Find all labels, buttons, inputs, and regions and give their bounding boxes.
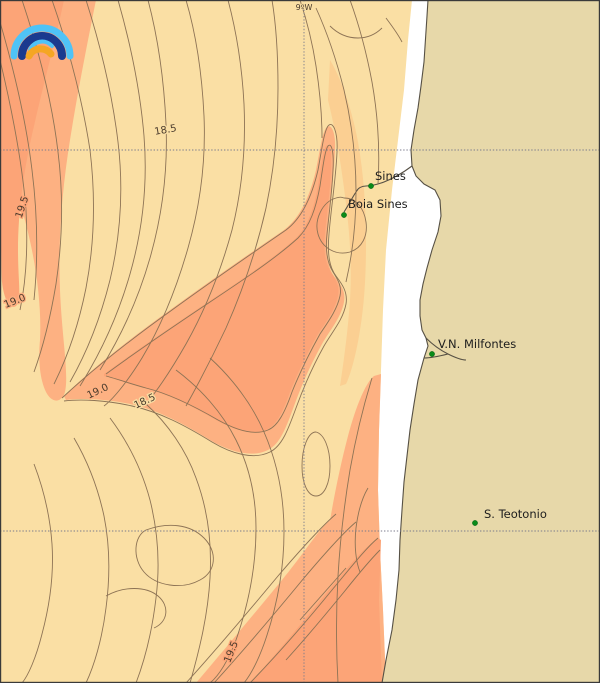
marker-dot-boia-sines[interactable] [341,212,347,218]
contour-line [185,513,337,683]
contour-line [354,487,369,573]
contour-line [315,7,357,283]
ocean-band-19-5-west [0,0,64,307]
contour-line [175,369,257,683]
marker-dot-vn-milfontes[interactable] [429,351,435,357]
coastline [381,0,442,683]
contour-line-boia-sines [316,196,367,254]
contour-line [0,59,28,311]
contour-label: 18.5 [154,123,178,138]
contour-line [21,463,53,683]
place-label-boia-sines: Boia Sines [348,197,408,211]
contour-line [135,524,214,586]
longitude-label-9w: 9ºW [296,3,313,12]
contour-line [301,431,331,497]
place-label-vn-milfontes: V.N. Milfontes [438,337,516,351]
place-label-s-teotonio: S. Teotonio [484,507,547,521]
ocean-band-mid-coast [328,60,366,386]
contour-line [0,21,38,301]
contour-line [336,377,373,683]
contour-line [73,437,110,683]
coast-detail-sines [343,165,413,213]
contour-line [109,417,159,683]
logo-arc-inner-orange [25,45,55,60]
place-markers[interactable]: Sines Boia Sines V.N. Milfontes S. Teoto… [341,169,547,526]
contour-line [209,357,285,683]
contour-line [145,0,245,405]
ocean-band-19-5-plume [104,145,339,433]
place-label-sines: Sines [375,169,406,183]
contour-line [61,124,347,457]
contour-line [349,0,380,185]
contour-line [185,0,279,407]
contour-line [51,0,94,385]
marker-dot-s-teotonio[interactable] [472,520,478,526]
contour-line [99,0,167,371]
contour-line [385,17,403,43]
land-mass [382,0,600,683]
contour-line [105,144,341,433]
contour-line [69,0,122,383]
logo-arc-inner-light-blue [28,39,54,52]
contour-line [103,0,205,407]
logo-arc-outer-light-blue [10,24,74,60]
contour-line [249,537,379,683]
contour-line [145,403,211,683]
contour-line [329,25,383,39]
logo-arc-mid-dark-blue [18,32,66,60]
contour-line [21,0,63,373]
contour-line [285,549,381,661]
contour-line [299,567,347,621]
rainbow-arcs-logo[interactable] [10,24,74,60]
contour-line [79,0,146,387]
ocean-band-19-5-south [250,538,382,683]
contour-line [105,588,167,629]
marker-dot-sines[interactable] [368,183,374,189]
coast-detail-milfontes-river [423,353,449,359]
contour-line [299,0,323,139]
